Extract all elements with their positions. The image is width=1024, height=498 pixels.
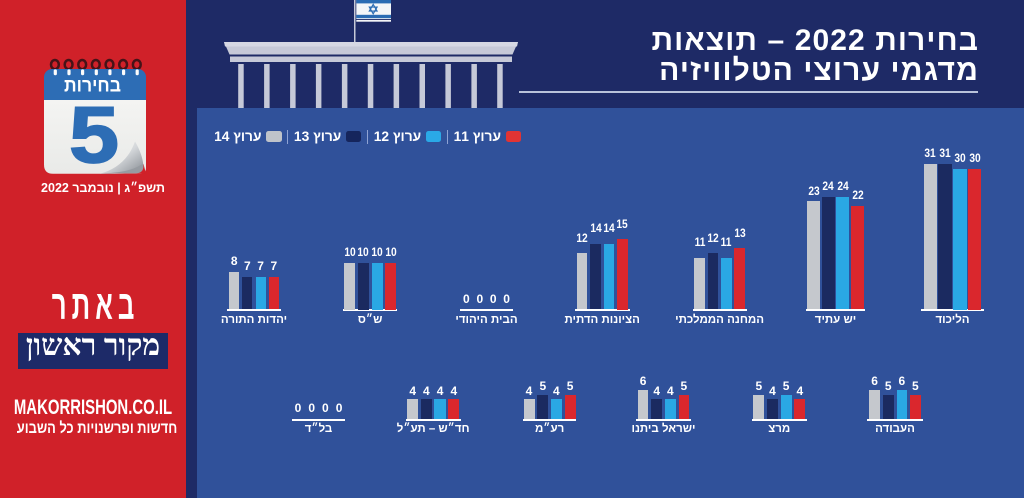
- svg-text:בחירות: בחירות: [64, 76, 121, 97]
- svg-text:5: 5: [69, 89, 119, 178]
